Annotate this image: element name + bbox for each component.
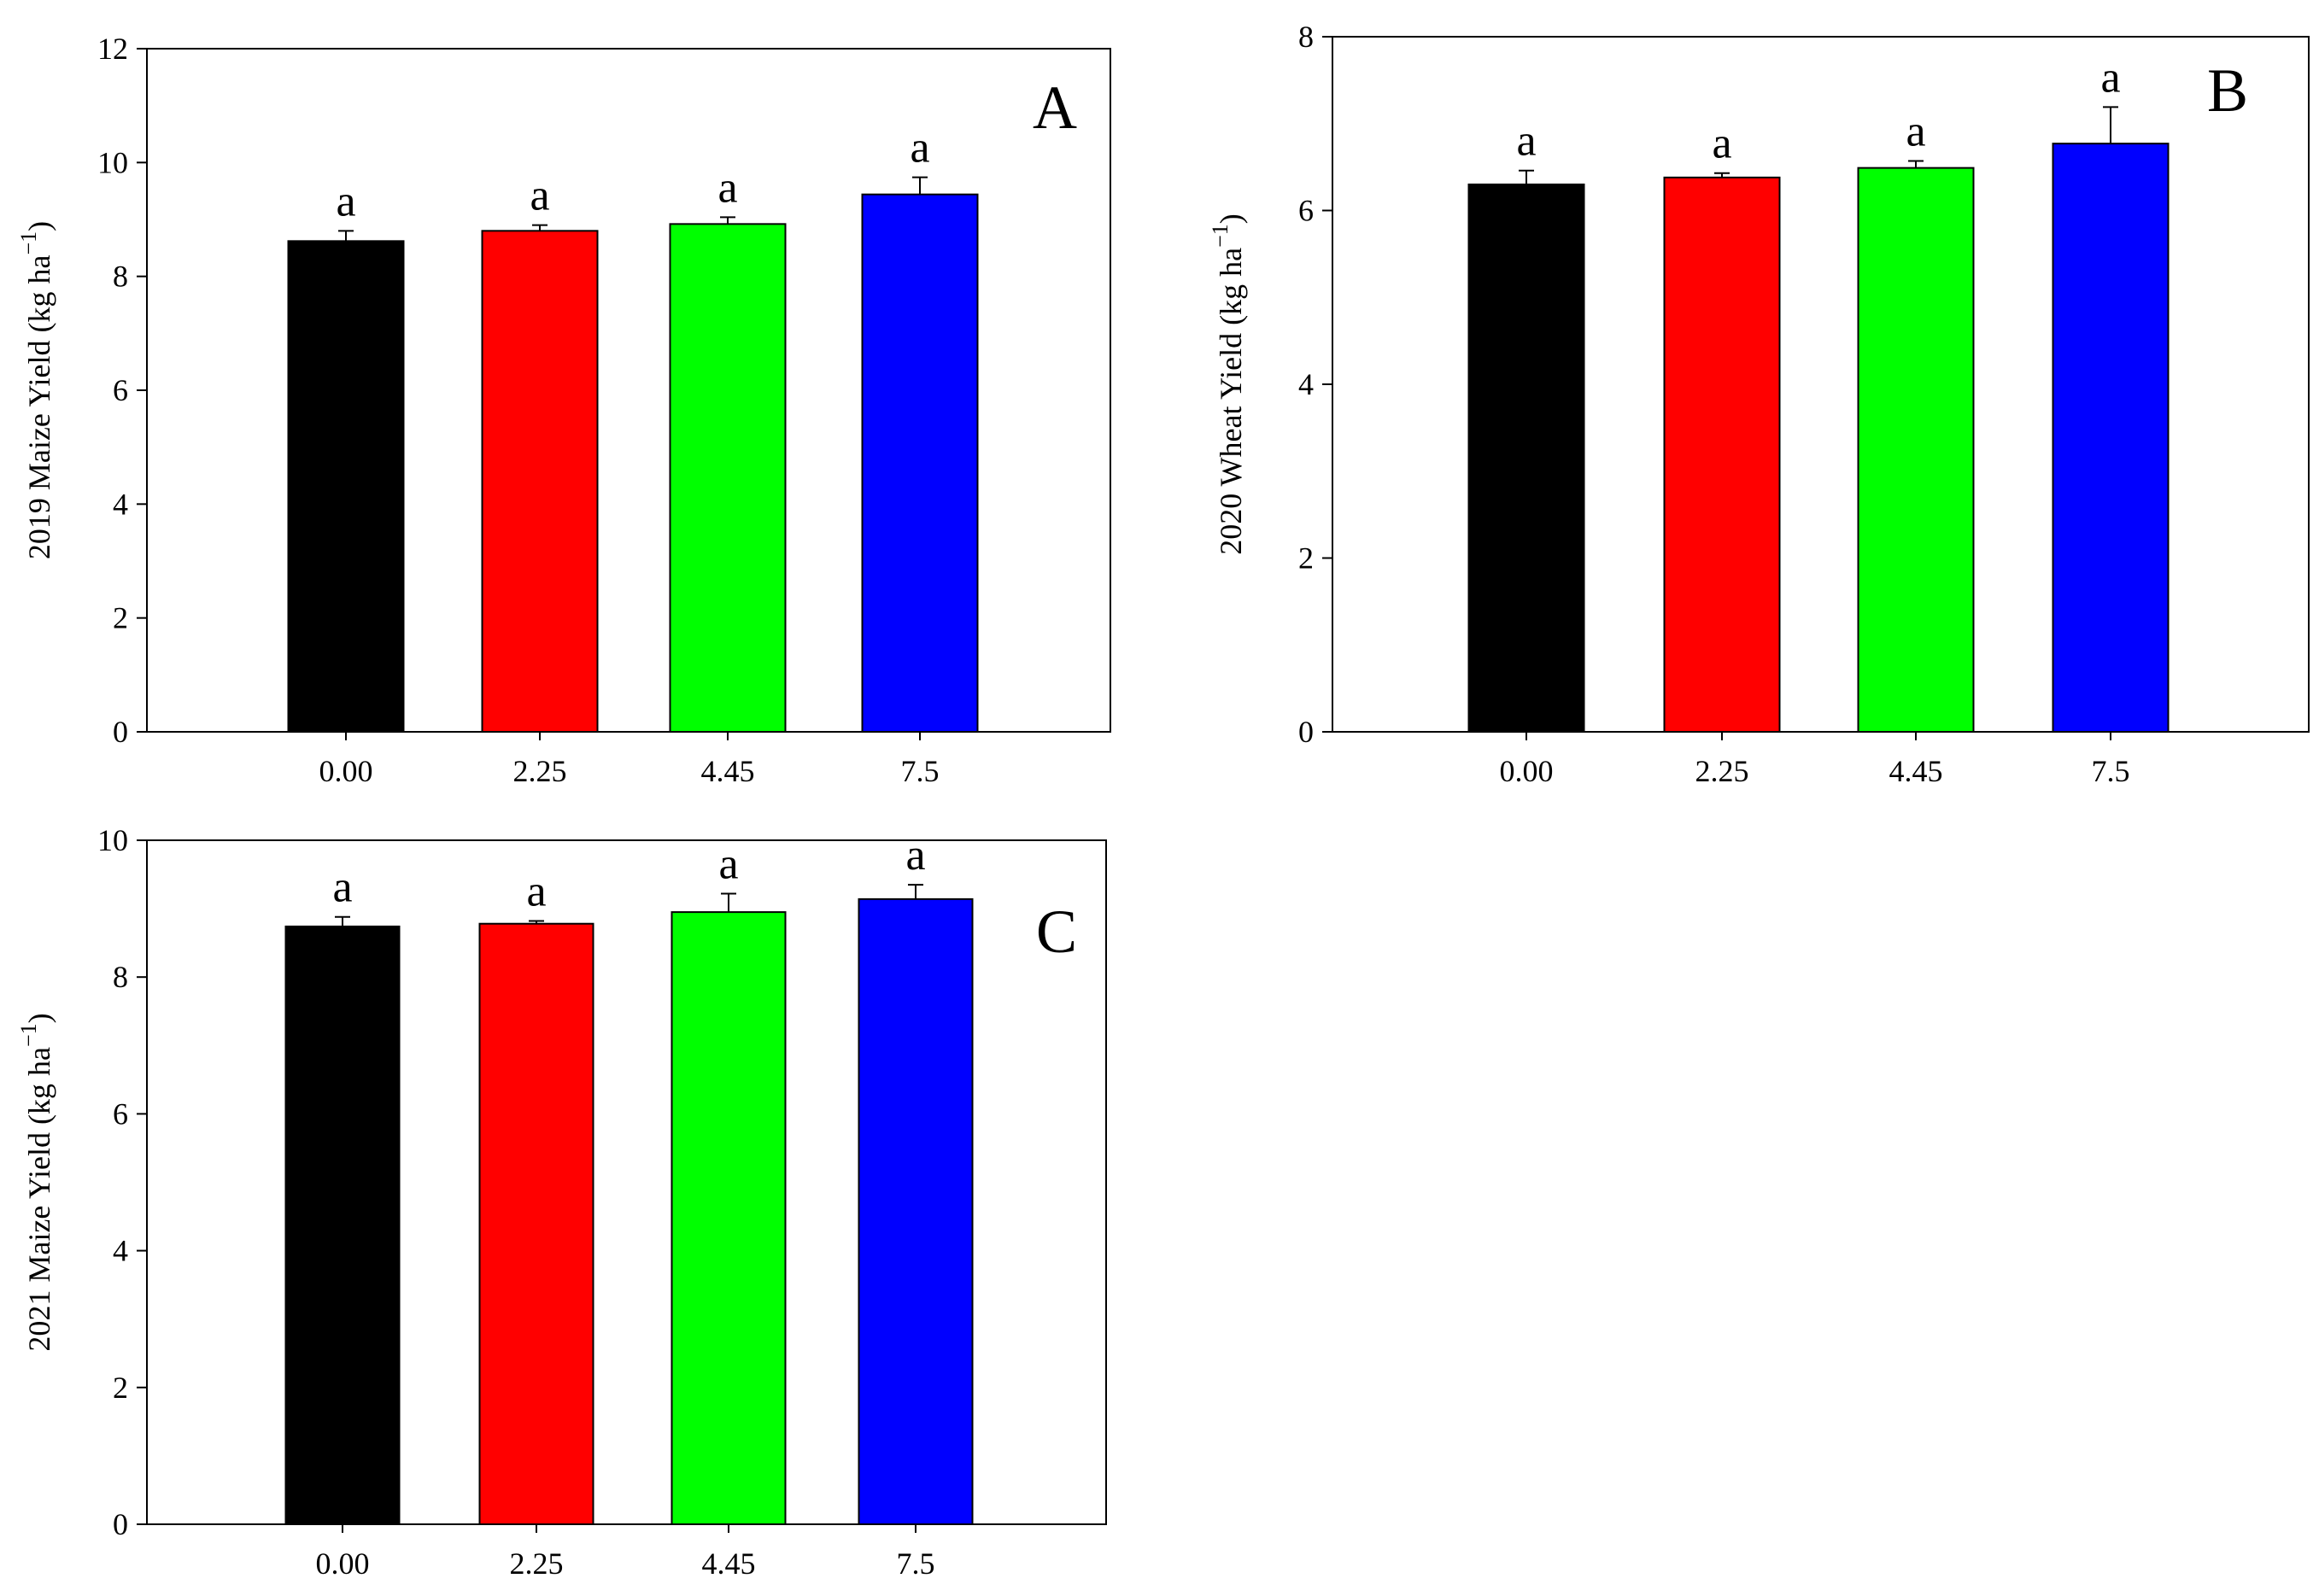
chart-a-y-tick-label: 0 xyxy=(113,715,128,749)
chart-b-x-tick-label: 4.45 xyxy=(1889,754,1943,788)
chart-a-y-axis-title: 2019 Maize Yield (kg ha−1) xyxy=(16,221,56,559)
chart-c-significance-letter: a xyxy=(905,831,925,880)
chart-a-significance-letter: a xyxy=(910,124,929,172)
chart-b-x-tick-label: 7.5 xyxy=(2092,754,2130,788)
chart-b-bar xyxy=(1467,183,1585,734)
chart-panel-b: 0 2 4 6 8 0.00 a 2.25 a 4.45 a 7.5 a B 2020 Wheat Yiel… xyxy=(1208,20,2310,788)
chart-b-bar xyxy=(2052,143,2170,733)
chart-c-y-tick-label: 4 xyxy=(113,1234,128,1268)
chart-b-y-tick-label: 0 xyxy=(1298,715,1314,749)
chart-a-y-tick-label: 2 xyxy=(113,601,128,635)
chart-c-y-tick-label: 2 xyxy=(113,1371,128,1405)
chart-a-bar xyxy=(481,230,599,734)
chart-c-bar xyxy=(858,897,974,1525)
chart-b-significance-letter: a xyxy=(1516,117,1536,166)
chart-a-y-tick-label: 12 xyxy=(97,32,128,66)
chart-a-x-tick-label: 7.5 xyxy=(901,754,940,788)
chart-a-x-tick-label: 4.45 xyxy=(701,754,755,788)
chart-c-panel-letter: C xyxy=(1036,897,1077,966)
chart-b-y-tick-label: 8 xyxy=(1298,20,1314,54)
chart-c-bar xyxy=(284,925,401,1525)
chart-a-x-tick-label: 2.25 xyxy=(513,754,567,788)
chart-b-y-axis-title-close: ) xyxy=(1214,213,1248,224)
chart-a-y-tick-label: 4 xyxy=(113,487,128,521)
chart-b-y-tick-label: 6 xyxy=(1298,194,1314,228)
chart-b-significance-letter: a xyxy=(2100,53,2120,102)
chart-c-plot-frame xyxy=(146,839,1107,1525)
chart-c-y-axis-title: 2021 Maize Yield (kg ha−1) xyxy=(16,1013,56,1351)
chart-c-y-tick-label: 10 xyxy=(97,823,128,857)
chart-b-significance-letter: a xyxy=(1906,108,1925,156)
chart-a-bar xyxy=(861,193,979,733)
chart-b-y-axis-title-superscript: −1 xyxy=(1208,224,1233,248)
chart-b-bar xyxy=(1663,176,1781,733)
chart-b-significance-letter: a xyxy=(1712,120,1731,168)
chart-b-y-tick-label: 2 xyxy=(1298,541,1314,576)
chart-a-y-tick-label: 6 xyxy=(113,373,128,407)
chart-a-bar xyxy=(287,240,405,734)
chart-a-y-axis-title-superscript: −1 xyxy=(16,231,41,255)
chart-c-bar xyxy=(671,911,787,1525)
chart-c-significance-letter: a xyxy=(332,863,352,912)
chart-a-panel-letter: A xyxy=(1033,73,1077,142)
chart-b-x-tick-label: 0.00 xyxy=(1500,754,1554,788)
chart-c-y-axis-title-superscript: −1 xyxy=(16,1023,41,1047)
chart-a-significance-letter: a xyxy=(336,177,355,225)
chart-b-y-tick-label: 4 xyxy=(1298,367,1314,401)
chart-panel-c: 0 2 4 6 8 10 0.00 a 2.25 a 4.45 a 7.5 a C 2021 Maize Yi… xyxy=(16,823,1107,1581)
chart-b-y-axis-title-main: 2020 Wheat Yield (kg ha xyxy=(1214,248,1248,555)
chart-a-y-axis-title-close: ) xyxy=(22,221,56,231)
chart-a-significance-letter: a xyxy=(530,172,549,220)
chart-b-x-tick-label: 2.25 xyxy=(1695,754,1749,788)
chart-c-significance-letter: a xyxy=(526,868,546,916)
chart-c-x-tick-label: 2.25 xyxy=(510,1546,564,1581)
chart-b-bar xyxy=(1857,167,1975,733)
chart-a-significance-letter: a xyxy=(717,163,737,212)
chart-c-y-tick-label: 6 xyxy=(113,1096,128,1131)
chart-a-y-tick-label: 10 xyxy=(97,145,128,179)
chart-b-y-axis-title: 2020 Wheat Yield (kg ha−1) xyxy=(1208,213,1248,555)
chart-a-x-tick-label: 0.00 xyxy=(319,754,373,788)
chart-a-y-tick-label: 8 xyxy=(113,260,128,294)
chart-c-significance-letter: a xyxy=(718,839,738,888)
chart-c-bar xyxy=(478,922,594,1526)
chart-c-y-axis-title-close: ) xyxy=(22,1013,56,1023)
chart-c-y-tick-label: 8 xyxy=(113,960,128,994)
chart-c-x-tick-label: 0.00 xyxy=(316,1546,370,1581)
chart-c-y-axis-title-main: 2021 Maize Yield (kg ha xyxy=(22,1047,56,1352)
chart-a-y-axis-title-main: 2019 Maize Yield (kg ha xyxy=(22,255,56,560)
chart-a-bar xyxy=(669,223,787,734)
chart-b-panel-letter: B xyxy=(2207,56,2248,125)
chart-c-x-tick-label: 4.45 xyxy=(702,1546,756,1581)
chart-c-x-tick-label: 7.5 xyxy=(897,1546,935,1581)
chart-c-y-tick-label: 0 xyxy=(113,1507,128,1541)
chart-panel-a: 0 2 4 6 8 10 12 0.00 a 2.25 a 4.45 a 7.5 a A 2019 Maize … xyxy=(16,32,1111,788)
